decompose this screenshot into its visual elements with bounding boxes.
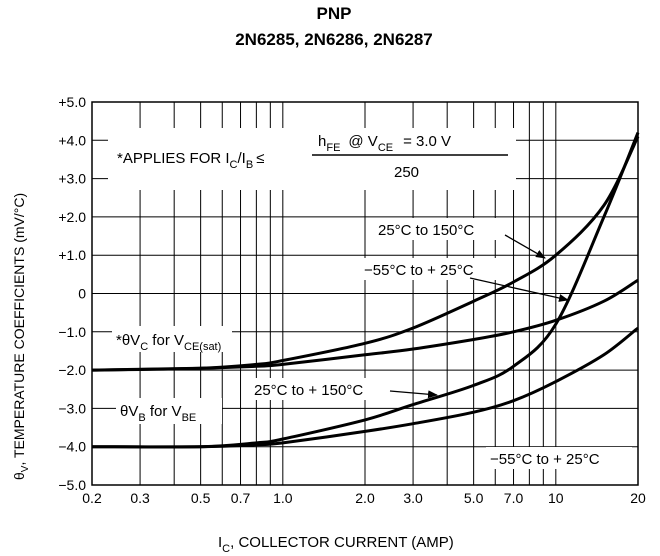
chart-title-line1: PNP — [316, 4, 352, 23]
x-axis-title: IC, COLLECTOR CURRENT (AMP) — [218, 534, 454, 555]
x-tick-label: 3.0 — [403, 490, 423, 506]
series-line-4 — [91, 326, 639, 449]
y-tick-label: +2.0 — [58, 209, 86, 225]
y-tick-labels: +5.0 +4.0 +3.0 +2.0 +1.0 0 −1.0 −2.0 −3.0 −4.0 −5.… — [58, 94, 86, 493]
temp-label-1-background — [374, 218, 502, 240]
y-tick-label: +4.0 — [58, 132, 86, 148]
x-tick-label: 20 — [630, 490, 646, 506]
temp-label-2: −55°C to + 25°C — [364, 262, 474, 279]
x-tick-label: 0.5 — [191, 490, 211, 506]
y-tick-label: +3.0 — [58, 171, 86, 187]
x-tick-label: 1.0 — [273, 490, 293, 506]
y-tick-label: −1.0 — [58, 324, 86, 340]
vc-curve-label: *θVC for VCE(sat) — [116, 332, 221, 353]
x-tick-label: 0.7 — [231, 490, 251, 506]
note-numerator: hFE @ VCE = 3.0 V — [318, 133, 451, 154]
plot-frame — [91, 101, 639, 486]
chart-title-line2: 2N6285, 2N6286, 2N6287 — [235, 30, 433, 49]
x-tick-label: 7.0 — [504, 490, 524, 506]
y-axis-title: θV, TEMPERATURE COEFFICIENTS (mV/°C) — [11, 193, 31, 480]
x-tick-label: 0.3 — [130, 490, 150, 506]
x-tick-label: 5.0 — [464, 490, 484, 506]
x-tick-labels: 0.2 0.3 0.5 0.7 1.0 2.0 3.0 5.0 7.0 10 20 — [82, 490, 646, 506]
y-tick-label: −3.0 — [58, 400, 86, 416]
y-tick-label: +5.0 — [58, 94, 86, 110]
y-tick-label: −5.0 — [58, 477, 86, 493]
temp-label-3: 25°C to + 150°C — [254, 382, 363, 399]
temp-label-2-background — [360, 258, 500, 280]
vb-curve-label: θVB for VBE — [120, 403, 196, 424]
temp-label-3-background — [250, 378, 386, 400]
temp-label-1: 25°C to 150°C — [378, 222, 474, 239]
x-tick-label: 0.2 — [82, 490, 102, 506]
temp-arrow-1 — [504, 234, 546, 259]
note-background — [108, 128, 516, 190]
curves — [91, 132, 640, 449]
x-tick-label: 10 — [548, 490, 564, 506]
applies-note: *APPLIES FOR IC/IB ≤ — [117, 150, 264, 171]
temp-label-4-background — [486, 447, 632, 469]
temp-label-4: −55°C to + 25°C — [490, 451, 600, 468]
y-tick-label: 0 — [78, 286, 86, 302]
x-tick-label: 2.0 — [355, 490, 375, 506]
temp-arrow-2 — [469, 277, 569, 302]
y-tick-label: −2.0 — [58, 362, 86, 378]
series-line-2 — [91, 278, 639, 372]
note-denominator: 250 — [394, 164, 419, 181]
temp-arrow-3 — [389, 390, 438, 399]
vb-label-background — [116, 398, 222, 424]
y-tick-label: +1.0 — [58, 247, 86, 263]
vc-label-background — [112, 326, 232, 352]
y-tick-label: −4.0 — [58, 439, 86, 455]
